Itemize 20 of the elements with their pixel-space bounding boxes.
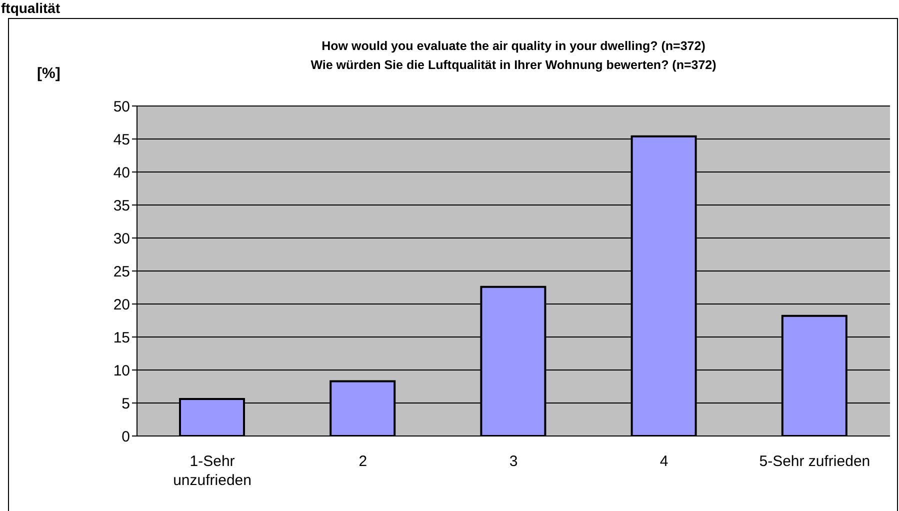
- y-tick-label: 30: [113, 230, 130, 248]
- y-tick-label: 25: [113, 263, 130, 280]
- y-tick-label: 35: [113, 197, 130, 214]
- y-tick-label: 10: [113, 362, 130, 380]
- y-tick-label: 45: [113, 131, 130, 148]
- x-tick-label: 1-Sehr unzufrieden: [173, 453, 252, 489]
- y-tick-label: 50: [113, 98, 130, 116]
- y-tick-label: 15: [113, 329, 130, 346]
- x-tick-label: 4: [660, 453, 668, 470]
- x-tick-label: 2: [358, 453, 368, 470]
- text: ftqualität: [1, 0, 60, 17]
- chart-subtitle: Wie würden Sie die Luftqualität in Ihrer Wohnung bewerten? (n=372): [310, 57, 718, 74]
- y-tick-label: 0: [122, 428, 130, 446]
- y-tick-label: 20: [113, 296, 130, 314]
- x-tick-label: 5-Sehr zufrieden: [759, 453, 870, 470]
- x-tick-label: 3: [509, 453, 518, 470]
- y-axis-title: [%]: [37, 65, 60, 82]
- y-tick-label: 5: [122, 395, 130, 412]
- chart-title: How would you evaluate the air quality in your dwelling? (n=372): [320, 38, 706, 55]
- y-tick-label: 40: [113, 164, 130, 182]
